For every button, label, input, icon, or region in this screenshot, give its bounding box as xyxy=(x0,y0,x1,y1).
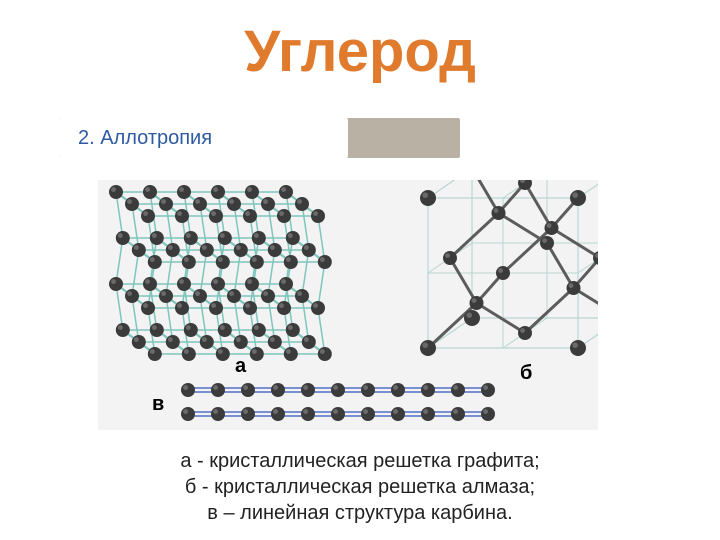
tab-label-box: 2. Аллотропия xyxy=(60,115,348,161)
crystal-diagram xyxy=(98,180,598,430)
section-tab: 2. Аллотропия xyxy=(60,115,460,161)
page-title: Углерод xyxy=(0,18,720,85)
caption-line-3: в – линейная структура карбина. xyxy=(0,502,720,525)
label-a: а xyxy=(235,355,246,378)
label-v: в xyxy=(152,393,164,416)
crystal-svg xyxy=(98,180,598,430)
caption-line-1: а - кристаллическая решетка графита; xyxy=(0,450,720,473)
caption-line-2: б - кристаллическая решетка алмаза; xyxy=(0,476,720,499)
tab-label: 2. Аллотропия xyxy=(78,127,212,150)
label-b: б xyxy=(520,362,532,385)
